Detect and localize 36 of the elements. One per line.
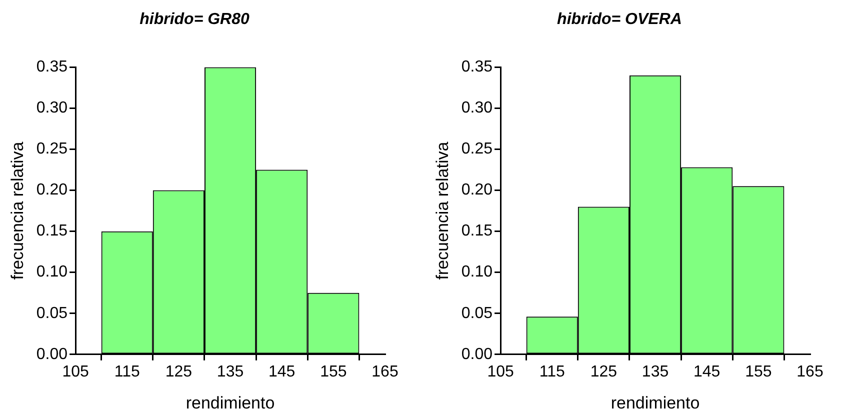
y-tick-label: 0.35 (36, 58, 68, 76)
x-tick-label: 145 (268, 363, 296, 380)
y-tick-label: 0.15 (36, 222, 68, 240)
y-tick-label: 0.20 (36, 182, 68, 199)
y-tick-label: 0.00 (461, 346, 493, 363)
y-axis-title: frecuencia relativa (8, 141, 27, 280)
x-tick-label: 125 (590, 363, 618, 380)
x-tick-label: 165 (796, 363, 824, 380)
x-tick-label: 165 (372, 363, 398, 380)
x-tick-label: 115 (114, 363, 140, 380)
x-tick-label: 155 (320, 363, 347, 380)
y-tick-label: 0.05 (461, 304, 493, 322)
chart-title: hibrido= OVERA (557, 11, 682, 28)
y-tick-label: 0.00 (36, 346, 68, 363)
y-tick-label: 0.25 (461, 140, 493, 158)
y-tick-label: 0.30 (461, 100, 493, 117)
y-tick-label: 0.15 (461, 222, 493, 240)
x-tick-label: 135 (642, 363, 669, 380)
y-tick-label: 0.35 (461, 58, 493, 76)
x-tick-label: 135 (216, 363, 244, 380)
y-tick-label: 0.20 (461, 182, 493, 199)
x-tick-label: 115 (539, 363, 565, 380)
y-tick-label: 0.05 (36, 304, 68, 322)
y-tick-label: 0.10 (36, 264, 68, 281)
x-axis-title: rendimiento (610, 393, 700, 412)
x-tick-label: 125 (165, 363, 192, 380)
x-tick-label: 155 (745, 363, 772, 380)
y-tick-label: 0.10 (461, 264, 493, 281)
x-tick-label: 105 (487, 363, 514, 380)
y-tick-label: 0.25 (36, 140, 68, 158)
x-tick-label: 145 (693, 363, 720, 380)
chart-title: hibrido= GR80 (140, 11, 250, 28)
y-axis-title: frecuencia relativa (432, 141, 452, 280)
x-axis-title: rendimiento (186, 393, 275, 412)
y-tick-label: 0.30 (36, 100, 68, 117)
x-tick-label: 105 (62, 363, 89, 380)
